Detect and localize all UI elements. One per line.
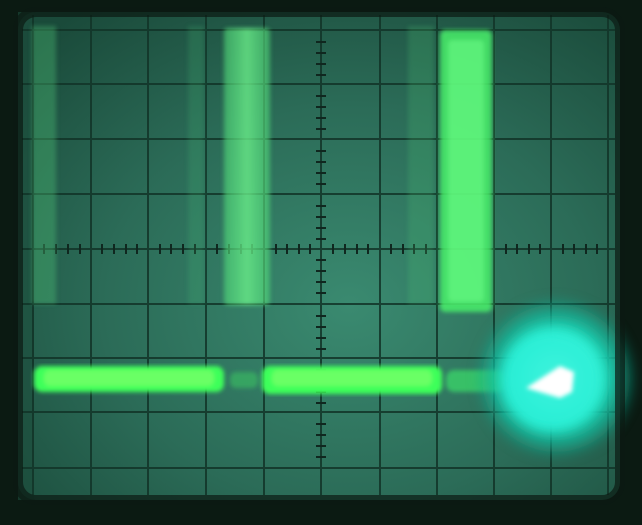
faint-pulses <box>32 26 434 304</box>
pulse-columns <box>224 28 492 312</box>
graticule <box>22 15 615 495</box>
glare <box>476 298 636 458</box>
screen-vignette <box>13 7 625 505</box>
baseline-trace <box>34 366 506 394</box>
pulse-column-1 <box>224 28 270 305</box>
